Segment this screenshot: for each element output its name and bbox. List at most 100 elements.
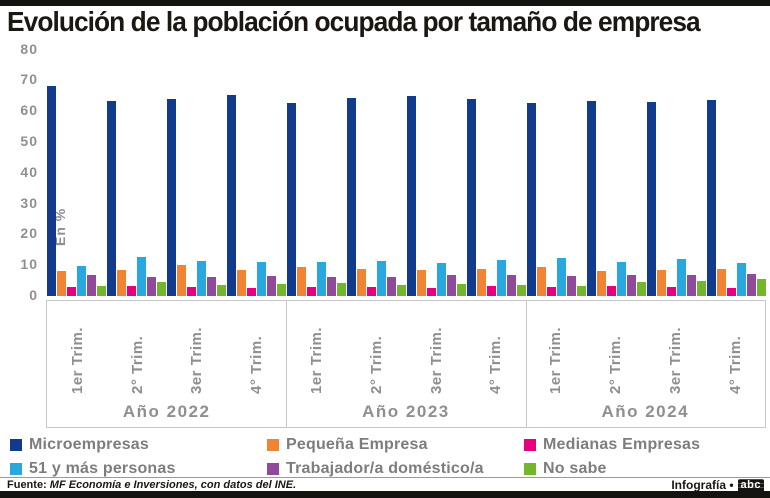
legend-label: No sabe [543,459,607,477]
bar [426,288,436,296]
bar [286,102,296,296]
bar [496,259,506,296]
bar-group [466,46,526,296]
bar-group [526,46,586,296]
bar-group [166,46,226,296]
bar [536,267,546,296]
bar [466,99,476,296]
legend-item: Medianas Empresas [524,434,762,455]
bar [756,278,766,296]
bar [316,262,326,296]
y-tick-label: 60 [20,102,38,119]
quarter-label: 4° Trim. [487,335,505,394]
legend-label: Microempresas [29,435,149,453]
source-label: Fuente: [7,479,47,491]
x-axis-band: 1er Trim. 2° Trim. 3er Trim. 4° Trim. 1er Tr… [46,300,766,428]
legend-swatch [10,438,22,451]
infographic-credit: Infografía • abc [671,478,764,492]
year-divider [286,301,287,427]
quarter-label: 1er Trim. [547,326,565,394]
legend-item: Microempresas [10,434,267,455]
bar-group [646,46,706,296]
bar [646,101,656,296]
bar [686,274,696,296]
bar [546,287,556,296]
bar [506,274,516,296]
bar [66,287,76,296]
bar [156,282,166,296]
bar [486,286,496,296]
y-tick-label: 10 [20,256,38,273]
y-tick-label: 20 [20,225,38,242]
plot-area: 0 10 20 30 40 50 60 70 80 En % [20,41,766,303]
bar [256,262,266,296]
quarter-label: 4° Trim. [726,335,744,394]
y-tick-label: 30 [20,194,38,211]
year-label: Año 2023 [362,402,450,421]
bar-group [106,46,166,296]
quarter-label: 1er Trim. [308,326,326,394]
bar [586,100,596,296]
bar [226,95,236,296]
year-label: Año 2024 [601,402,690,421]
bar [636,282,646,296]
bar [96,286,106,296]
footer: Fuente: MF Economía e Inversiones, con d… [0,478,770,492]
bar [346,98,356,296]
bar [306,286,316,296]
bar [706,100,716,296]
bar [236,270,246,296]
quarter-label: 4° Trim. [248,335,266,394]
footer-divider [0,477,770,478]
bar-group [46,46,106,296]
bar [396,284,406,296]
bar-group [226,46,286,296]
bar [666,287,676,296]
bar [716,269,726,296]
bar [386,276,396,296]
bar [116,269,126,296]
bar [676,259,686,296]
bar-group [406,46,466,296]
legend-label: Trabajador/a doméstico/a [286,459,484,477]
bar [146,277,156,296]
legend-label: Medianas Empresas [543,435,701,453]
legend-swatch [10,462,22,475]
year-label: Año 2022 [122,402,211,421]
legend-swatch [524,438,536,451]
legend-item: Pequeña Empresa [267,434,524,455]
bottom-border-bar [0,491,770,498]
bar [626,274,636,296]
bar [206,276,216,296]
quarter-label: 3er Trim. [666,326,684,394]
bar [166,98,176,296]
legend-label: 51 y más personas [29,459,176,477]
credit-label: Infografía • [671,478,734,492]
y-tick-label: 80 [20,40,38,57]
bar-group [346,46,406,296]
legend-swatch [267,438,279,451]
bar [126,286,136,296]
chart-title: Evolución de la población ocupada por ta… [7,6,701,37]
bar [296,266,306,296]
bar [516,284,526,296]
legend: Microempresas Pequeña Empresa Medianas Emp… [10,434,762,479]
bar [446,275,456,296]
bar [746,274,756,296]
bar-group [586,46,646,296]
legend-item: No sabe [524,458,762,479]
y-tick-label: 50 [20,133,38,150]
bar [216,284,226,296]
quarter-label: 2° Trim. [128,335,146,394]
year-divider [526,301,527,427]
bar [526,103,536,296]
y-tick-label: 70 [20,71,38,88]
bar [456,283,466,296]
abc-logo: abc [737,478,764,492]
bar [276,284,286,296]
bar [406,96,416,296]
bar [566,276,576,296]
quarter-label: 1er Trim. [68,326,86,394]
bar [616,261,626,296]
legend-item: 51 y más personas [10,458,267,479]
